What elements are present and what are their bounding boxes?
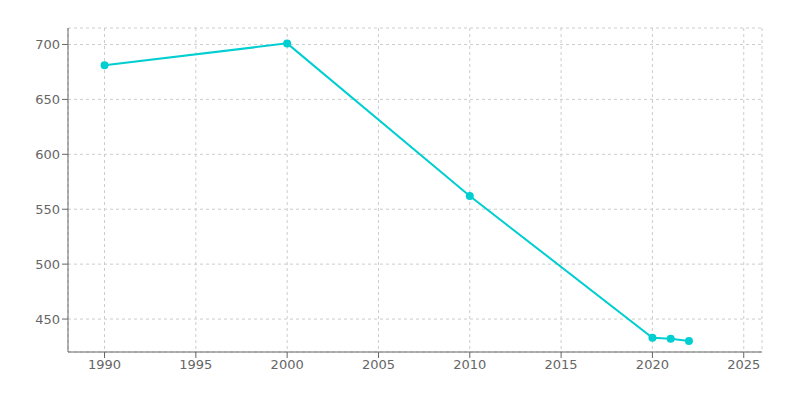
svg-text:2000: 2000 [271,357,304,372]
svg-text:2025: 2025 [727,357,760,372]
svg-text:2005: 2005 [362,357,395,372]
svg-text:1990: 1990 [88,357,121,372]
svg-text:500: 500 [35,257,60,272]
svg-text:2020: 2020 [636,357,669,372]
svg-text:450: 450 [35,312,60,327]
svg-text:550: 550 [35,202,60,217]
svg-text:2015: 2015 [545,357,578,372]
svg-text:650: 650 [35,92,60,107]
svg-text:2010: 2010 [453,357,486,372]
svg-text:600: 600 [35,147,60,162]
svg-text:1995: 1995 [179,357,212,372]
svg-text:700: 700 [35,37,60,52]
